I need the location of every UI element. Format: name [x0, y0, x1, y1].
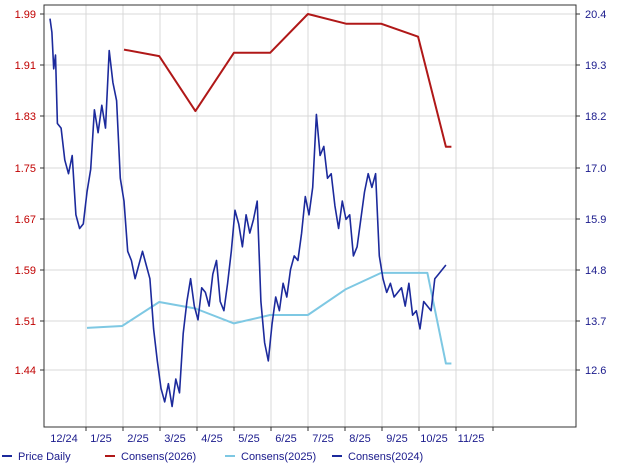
x-tick-label: 6/25: [275, 433, 296, 445]
series-line-price-daily: [49, 18, 447, 408]
left-tick-label: 1.51: [15, 316, 36, 328]
series-line-consens-2026: [123, 13, 452, 148]
legend-label: Consens(2026): [121, 451, 196, 463]
right-tick-label: 12.6: [585, 365, 606, 377]
left-tick-label: 1.75: [15, 163, 36, 175]
right-tick-label: 18.2: [585, 111, 606, 123]
x-tick-label: 7/25: [312, 433, 333, 445]
right-tick-label: 13.7: [585, 316, 606, 328]
left-tick-label: 1.99: [15, 9, 36, 21]
right-tick-label: 17.0: [585, 163, 606, 175]
legend: Price Daily Consens(2026) Consens(2025) Con…: [2, 451, 423, 463]
plot-frame: [43, 4, 577, 428]
x-tick-label: 3/25: [164, 433, 185, 445]
x-tick-label: 11/25: [458, 433, 485, 445]
right-tick-label: 15.9: [585, 214, 606, 226]
left-axis: 1.99 1.91 1.83 1.75 1.67 1.59 1.51 1.44: [15, 9, 44, 377]
left-tick-label: 1.83: [15, 111, 36, 123]
right-axis: 20.4 19.3 18.2 17.0 15.9 14.8 13.7 12.6: [576, 9, 606, 377]
left-tick-label: 1.44: [15, 365, 36, 377]
legend-label: Consens(2025): [241, 451, 316, 463]
x-tick-label: 10/25: [420, 433, 448, 445]
x-tick-label: 5/25: [238, 433, 259, 445]
right-tick-label: 20.4: [585, 9, 606, 21]
right-tick-label: 14.8: [585, 265, 606, 277]
right-tick-label: 19.3: [585, 60, 606, 72]
left-tick-label: 1.59: [15, 265, 36, 277]
x-tick-label: 4/25: [201, 433, 222, 445]
legend-label: Consens(2024): [348, 451, 423, 463]
x-tick-label: 8/25: [349, 433, 370, 445]
left-tick-label: 1.67: [15, 214, 36, 226]
series-line-consens-2025: [86, 271, 452, 365]
x-axis: 12/24 1/25 2/25 3/25 4/25 5/25 6/25 7/25 8/25 9/2…: [50, 427, 494, 445]
x-tick-label: 2/25: [127, 433, 148, 445]
x-tick-label: 9/25: [386, 433, 407, 445]
x-tick-label: 1/25: [90, 433, 111, 445]
legend-label: Price Daily: [18, 451, 71, 463]
series-layer: [49, 13, 452, 408]
left-tick-label: 1.91: [15, 60, 36, 72]
x-tick-label: 12/24: [50, 433, 78, 445]
